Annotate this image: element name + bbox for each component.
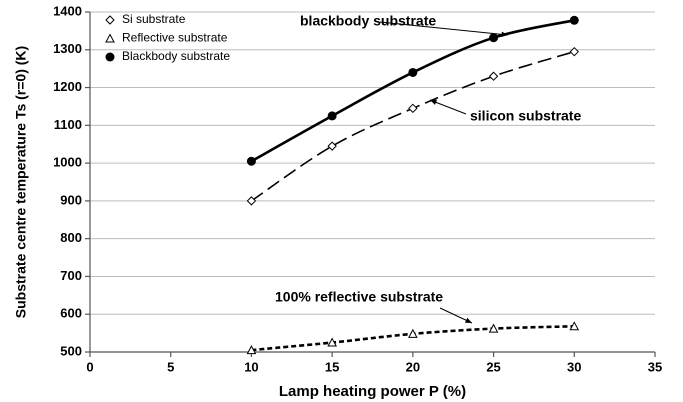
legend-label: Reflective substrate	[122, 31, 228, 45]
marker	[327, 141, 337, 151]
arrow-head	[465, 317, 472, 323]
y-tick-label: 700	[60, 268, 82, 283]
marker	[246, 156, 256, 166]
annotation: blackbody substrate	[300, 13, 436, 29]
annotation-arrow	[379, 21, 509, 36]
x-tick-label: 25	[486, 359, 500, 374]
marker	[408, 328, 418, 338]
legend-item: Blackbody substrate	[105, 49, 230, 63]
y-tick-label: 1300	[53, 41, 82, 56]
x-tick-label: 20	[406, 359, 420, 374]
y-tick-label: 500	[60, 343, 82, 358]
y-tick-label: 600	[60, 306, 82, 321]
marker	[105, 52, 115, 62]
y-tick-label: 1000	[53, 155, 82, 170]
y-tick-label: 1100	[54, 117, 82, 132]
legend-label: Si substrate	[122, 12, 186, 26]
marker	[105, 15, 115, 25]
y-tick-label: 800	[60, 230, 82, 245]
y-tick-label: 1200	[53, 79, 82, 94]
marker	[569, 321, 580, 331]
marker	[246, 345, 257, 355]
x-tick-label: 5	[167, 359, 174, 374]
x-axis-label: Lamp heating power P (%)	[279, 383, 466, 400]
marker	[327, 111, 337, 121]
marker	[408, 103, 418, 114]
y-tick-label: 1400	[53, 3, 82, 18]
marker	[327, 337, 337, 347]
x-tick-label: 15	[325, 359, 339, 374]
marker	[569, 15, 579, 25]
legend-item: Si substrate	[105, 12, 186, 26]
legend-item: Reflective substrate	[105, 31, 228, 45]
x-tick-label: 35	[648, 359, 662, 374]
marker	[105, 33, 115, 43]
marker	[569, 46, 579, 57]
y-tick-label: 900	[60, 192, 82, 207]
x-tick-label: 0	[86, 359, 93, 374]
legend-label: Blackbody substrate	[122, 49, 230, 63]
x-tick-label: 30	[567, 359, 581, 374]
annotation: 100% reflective substrate	[275, 289, 443, 305]
marker	[488, 323, 499, 333]
x-tick-label: 10	[244, 359, 258, 374]
trend-line	[250, 19, 575, 163]
annotation: silicon substrate	[470, 108, 581, 124]
marker	[489, 33, 499, 43]
arrow-head	[430, 99, 437, 105]
y-axis-label: Substrate centre temperature Ts (r=0) (K…	[13, 46, 29, 318]
arrow-head	[501, 31, 508, 38]
marker	[246, 196, 257, 206]
marker	[408, 67, 418, 77]
marker	[488, 71, 499, 81]
